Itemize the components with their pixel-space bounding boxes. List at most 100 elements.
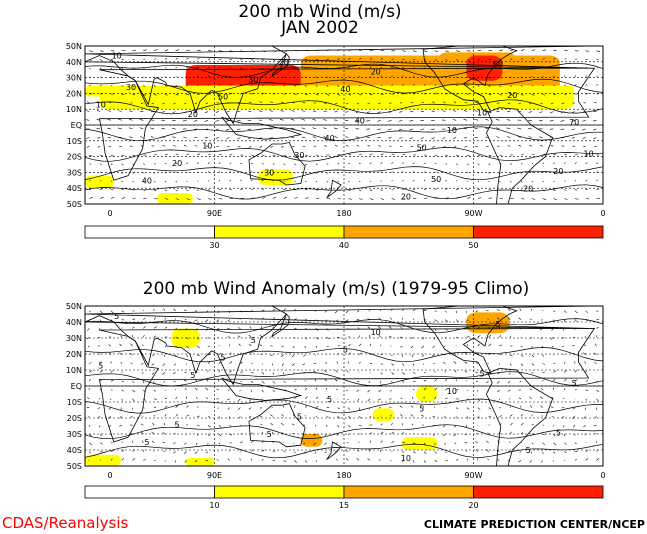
wind-vector — [434, 188, 437, 191]
wind-vector — [348, 344, 351, 347]
wind-vector — [216, 459, 219, 461]
contour-label: 10 — [477, 109, 487, 118]
wind-vector — [218, 84, 221, 86]
wind-vector — [551, 396, 554, 400]
wind-vector — [380, 171, 382, 173]
wind-vector — [585, 67, 588, 69]
wind-vector — [186, 153, 190, 156]
wind-vector — [258, 137, 263, 139]
wind-vector — [519, 451, 522, 453]
wind-vector — [294, 388, 297, 391]
wind-vector — [207, 345, 211, 348]
contour-label: 5 — [251, 336, 256, 345]
x-tick-label: 180 — [336, 209, 351, 218]
contour-label: 20 — [279, 58, 289, 67]
wind-vector — [240, 171, 242, 173]
wind-vector — [335, 369, 338, 373]
wind-vector — [164, 198, 169, 200]
wind-vector — [585, 380, 589, 382]
wind-vector — [421, 414, 425, 417]
wind-vector — [227, 328, 230, 330]
wind-vector — [207, 75, 210, 77]
wind-vector — [585, 154, 589, 156]
wind-vector — [251, 372, 254, 374]
wind-vector — [272, 326, 274, 329]
wind-vector — [561, 345, 565, 347]
wind-vector — [531, 180, 534, 183]
wind-vector — [251, 197, 255, 199]
wind-vector — [139, 127, 144, 130]
wind-vector — [423, 59, 427, 61]
wind-vector — [261, 398, 263, 401]
wind-vector — [356, 102, 360, 105]
wind-vector — [283, 451, 286, 453]
x-tick-label: 90E — [207, 209, 222, 218]
wind-vector — [271, 431, 274, 435]
wind-vector — [466, 319, 469, 322]
wind-vector — [550, 336, 554, 340]
wind-vector — [207, 153, 211, 156]
wind-vector — [510, 76, 512, 78]
colorbar: 10 15 20 — [84, 485, 604, 510]
wind-vector — [225, 128, 230, 131]
wind-vector — [143, 309, 145, 311]
wind-vector — [463, 118, 468, 121]
wind-vector — [143, 180, 145, 183]
wind-vector — [294, 189, 297, 191]
wind-vector — [553, 49, 557, 51]
wind-vector — [120, 335, 122, 338]
y-tick-label: 50S — [67, 200, 82, 209]
wind-vector — [474, 110, 478, 112]
wind-vector — [132, 318, 136, 320]
wind-vector — [174, 363, 176, 366]
wind-vector — [517, 127, 522, 130]
wind-vector — [110, 450, 114, 452]
wind-vector — [270, 101, 273, 104]
wind-vector — [164, 345, 167, 348]
wind-vector — [423, 188, 427, 191]
wind-vector — [348, 198, 352, 200]
wind-vector — [348, 433, 350, 436]
wind-vector — [326, 345, 329, 348]
wind-vector — [539, 144, 543, 147]
wind-vector — [140, 145, 144, 147]
wind-vector — [164, 153, 168, 156]
coastline-5 — [422, 306, 518, 374]
wind-vector — [369, 189, 373, 192]
contour-label: 40 — [325, 134, 335, 143]
wind-vector — [270, 414, 273, 417]
wind-vector — [442, 101, 446, 104]
x-tick-label: 0 — [107, 209, 112, 218]
wind-vector — [337, 49, 342, 51]
wind-vector — [261, 59, 265, 61]
wind-vector — [227, 319, 230, 322]
wind-vector — [348, 336, 350, 338]
wind-vector — [456, 407, 458, 410]
wind-vector — [410, 146, 414, 148]
wind-vector — [197, 153, 201, 156]
wind-vector — [326, 397, 329, 400]
wind-vector — [466, 67, 469, 70]
wind-vector — [153, 180, 156, 183]
wind-vector — [207, 424, 211, 428]
wind-vector — [164, 389, 166, 391]
wind-vector — [197, 345, 200, 349]
wind-vector — [496, 136, 500, 138]
wind-vector — [312, 118, 316, 121]
wind-vector — [369, 93, 373, 96]
wind-vector — [272, 180, 275, 182]
wind-vector — [121, 85, 124, 87]
wind-vector — [487, 318, 489, 320]
wind-vector — [477, 163, 480, 166]
contour-label: 5 — [98, 361, 103, 370]
wind-vector — [119, 424, 122, 427]
wind-vector — [121, 59, 124, 61]
wind-vector — [304, 396, 308, 400]
wind-vector — [345, 102, 349, 105]
wind-vector — [387, 120, 392, 122]
wind-vector — [217, 310, 220, 314]
wind-vector — [531, 172, 533, 174]
wind-vector — [261, 326, 263, 329]
wind-vector — [345, 458, 349, 461]
contour-label: 20 — [188, 110, 198, 119]
